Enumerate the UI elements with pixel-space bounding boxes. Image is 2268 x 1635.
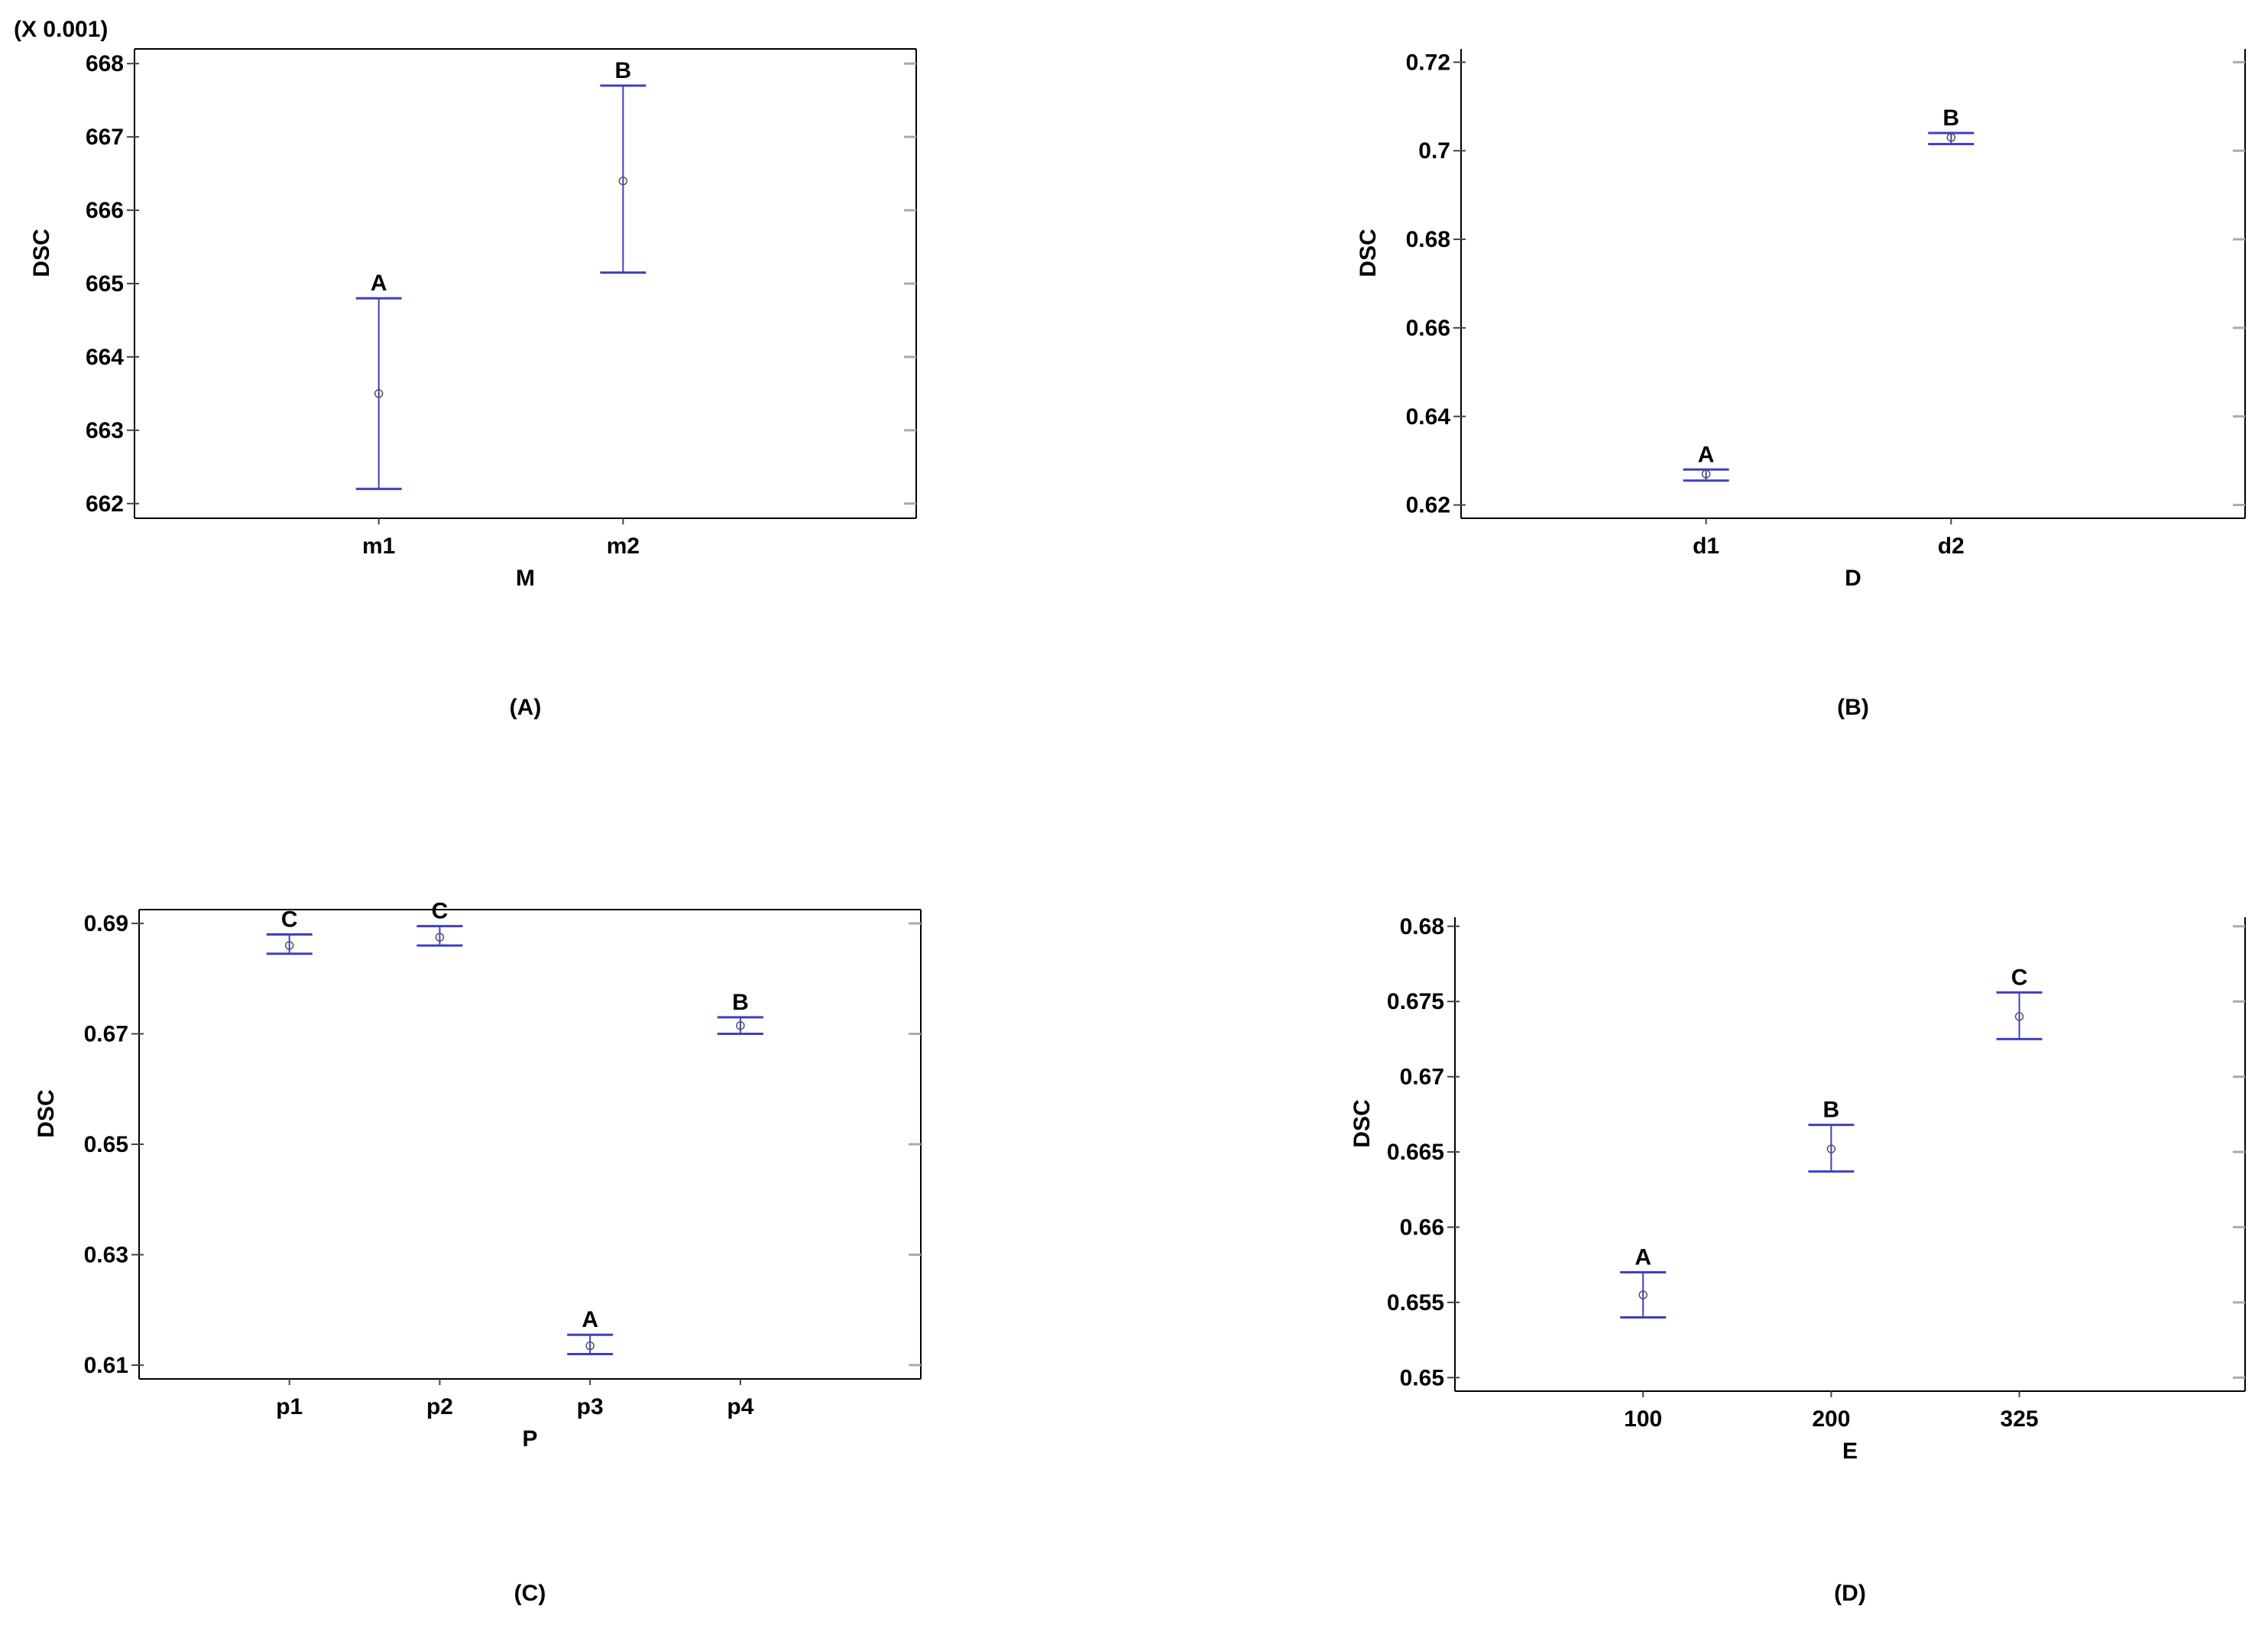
mean-marker xyxy=(2014,1012,2024,1021)
y-tick-label: 0.7 xyxy=(1418,138,1450,164)
panel-a: 662 663 664 665 666 667 668 m1 m2 M DSC (X 0.001) (A… xyxy=(14,17,917,720)
group-letter: B xyxy=(732,990,749,1015)
group-letter: C xyxy=(2011,965,2028,990)
y-tick-label: 666 xyxy=(86,198,124,223)
mean-marker xyxy=(435,933,445,942)
x-tick-label: 325 xyxy=(2001,1406,2039,1432)
panel-c: 0.61 0.63 0.65 0.67 0.69 p1 p2 p3 p4 P DSC (C) C C A B xyxy=(34,899,922,1606)
y-tick-label: 667 xyxy=(86,125,124,150)
group-letter: A xyxy=(371,271,387,296)
y-tick-label: 0.66 xyxy=(1406,316,1450,341)
x-axis-label: D xyxy=(1845,566,1861,591)
x-tick-label: d1 xyxy=(1693,534,1719,559)
mean-marker xyxy=(1826,1144,1836,1153)
mean-marker xyxy=(1946,133,1955,142)
y-tick-label: 0.675 xyxy=(1387,989,1444,1014)
y-tick-label: 0.65 xyxy=(84,1132,128,1157)
x-tick-label: 100 xyxy=(1624,1406,1662,1432)
y-tick-label: 0.72 xyxy=(1406,50,1450,75)
y-tick-label: 0.64 xyxy=(1406,404,1451,430)
x-tick-label: p4 xyxy=(727,1394,753,1419)
x-tick-label: p1 xyxy=(276,1394,303,1419)
y-tick-label: 0.65 xyxy=(1400,1365,1444,1390)
y-tick-label: 0.67 xyxy=(84,1022,128,1047)
x-tick-label: m2 xyxy=(607,534,640,559)
y-tick-label: 0.68 xyxy=(1406,227,1450,252)
group-letter: B xyxy=(1823,1098,1840,1123)
mean-marker xyxy=(618,176,628,186)
x-axis-label: P xyxy=(522,1426,537,1452)
panel-caption: (B) xyxy=(1837,695,1869,720)
panel-caption: (D) xyxy=(1834,1581,1866,1606)
mean-marker xyxy=(284,941,294,950)
y-tick-label: 0.67 xyxy=(1400,1065,1444,1090)
y-tick-label: 662 xyxy=(86,491,124,517)
group-letter: C xyxy=(281,907,298,933)
x-tick-label: d2 xyxy=(1938,534,1965,559)
y-tick-label: 0.665 xyxy=(1387,1140,1444,1165)
x-tick-label: p3 xyxy=(577,1394,604,1419)
y-axis-label: DSC xyxy=(1356,229,1381,277)
y-axis-label: DSC xyxy=(1349,1099,1375,1147)
x-tick-label: p2 xyxy=(426,1394,453,1419)
group-letter: A xyxy=(582,1307,598,1332)
y-tick-label: 668 xyxy=(86,51,124,76)
mean-marker xyxy=(1638,1290,1648,1299)
y-axis-label: DSC xyxy=(34,1089,59,1137)
mean-marker xyxy=(736,1020,745,1030)
mean-marker xyxy=(585,1341,595,1351)
panel-d: 0.65 0.655 0.66 0.665 0.67 0.675 0.68 100 200 325… xyxy=(1349,914,2246,1606)
x-tick-label: 200 xyxy=(1812,1406,1850,1432)
y-tick-label: 0.655 xyxy=(1387,1290,1444,1315)
mean-marker xyxy=(1701,469,1711,478)
y-tick-label: 665 xyxy=(86,271,124,297)
panel-caption: (C) xyxy=(514,1581,546,1606)
group-letter: B xyxy=(615,58,632,83)
y-tick-label: 0.69 xyxy=(84,911,128,936)
x-axis-label: E xyxy=(1842,1439,1858,1464)
y-tick-label: 0.62 xyxy=(1406,493,1450,518)
x-tick-label: m1 xyxy=(362,534,395,559)
x-axis-label: M xyxy=(516,566,535,591)
y-tick-label: 0.61 xyxy=(84,1353,128,1378)
y-tick-label: 0.68 xyxy=(1400,914,1444,939)
group-letter: B xyxy=(1942,105,1959,131)
axis-scale-note: (X 0.001) xyxy=(14,17,108,42)
panel-b: 0.62 0.64 0.66 0.68 0.7 0.72 d1 d2 D DSC (B) A B xyxy=(1356,49,2246,720)
group-letter: A xyxy=(1698,442,1715,467)
y-tick-label: 0.66 xyxy=(1400,1215,1444,1240)
mean-marker xyxy=(374,389,384,398)
y-tick-label: 664 xyxy=(86,345,124,370)
y-tick-label: 0.63 xyxy=(84,1242,128,1267)
group-letter: C xyxy=(432,899,449,924)
group-letter: A xyxy=(1635,1245,1651,1270)
panel-caption: (A) xyxy=(510,695,542,720)
y-tick-label: 663 xyxy=(86,418,124,443)
y-axis-label: DSC xyxy=(29,229,54,277)
